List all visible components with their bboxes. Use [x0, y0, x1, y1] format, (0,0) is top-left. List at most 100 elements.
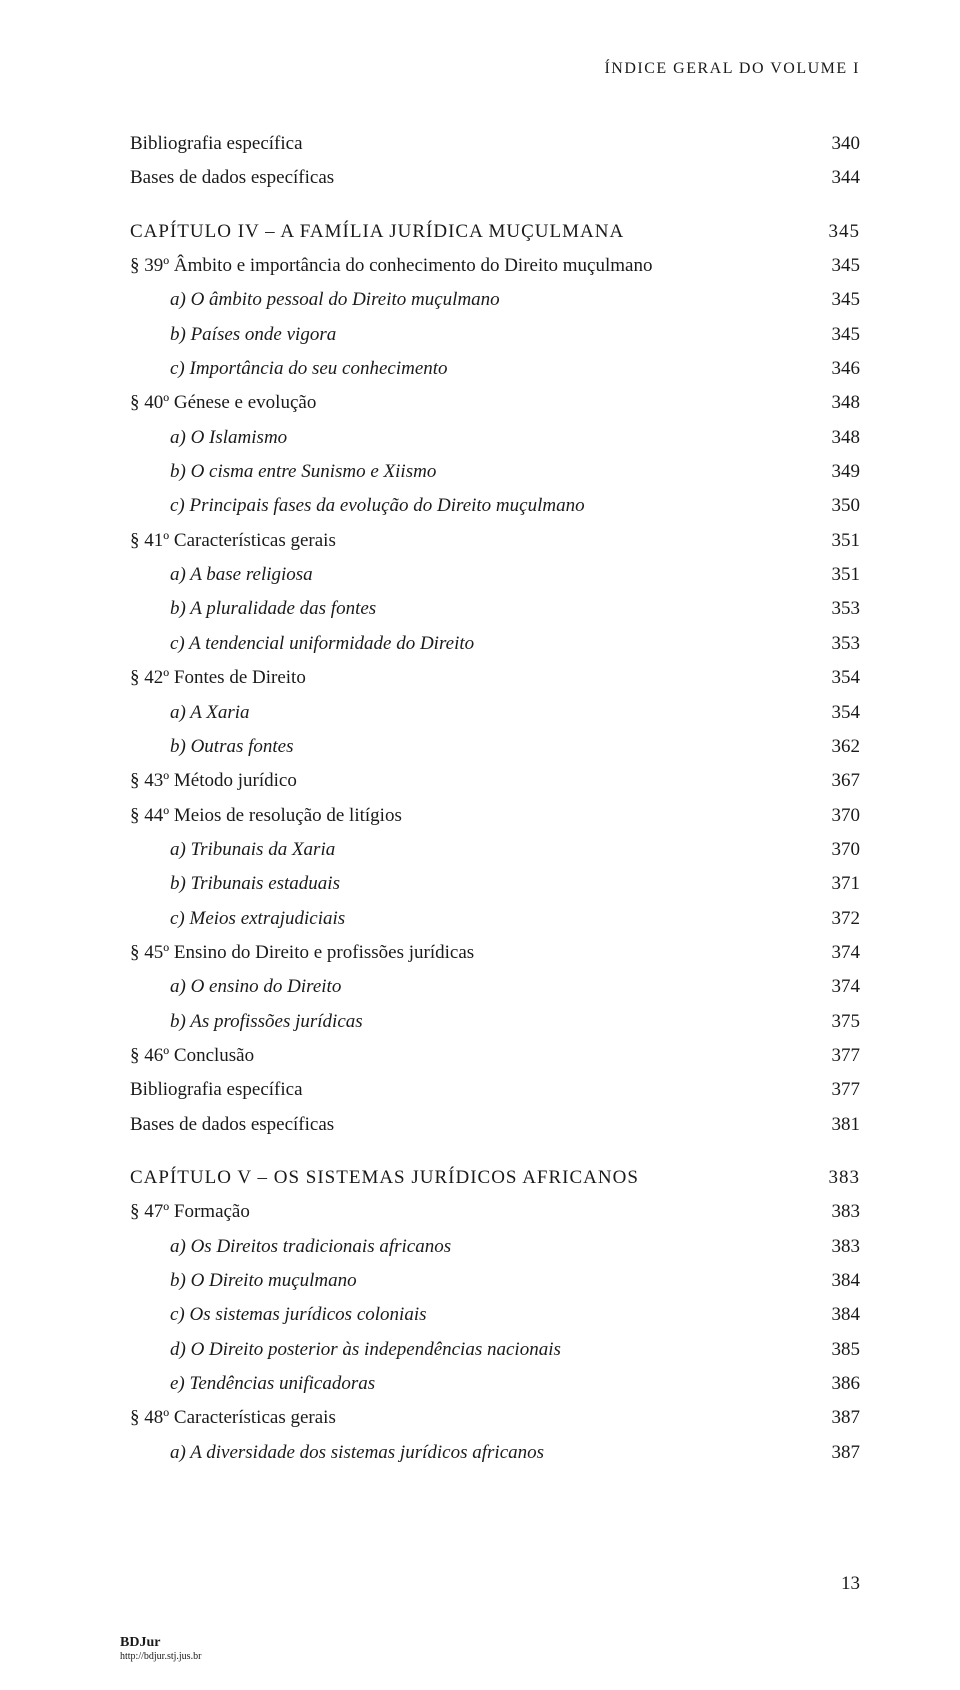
toc-page: 345: [805, 250, 860, 281]
toc-entry: § 47º Formação383: [130, 1196, 860, 1227]
toc-label: c) A tendencial uniformidade do Direito: [170, 628, 805, 659]
toc-entry: d) O Direito posterior às independências…: [130, 1334, 860, 1365]
toc-entry: Bibliografia específica377: [130, 1074, 860, 1105]
toc-page: 371: [805, 868, 860, 899]
toc-page: 370: [805, 834, 860, 865]
toc-label: § 46º Conclusão: [130, 1040, 805, 1071]
toc-page: 351: [805, 559, 860, 590]
toc-page: 387: [805, 1402, 860, 1433]
toc-label: a) O Islamismo: [170, 422, 805, 453]
toc-entry: § 40º Génese e evolução348: [130, 387, 860, 418]
toc-page: 354: [805, 662, 860, 693]
toc-label: § 42º Fontes de Direito: [130, 662, 805, 693]
toc-entry: § 39º Âmbito e importância do conhecimen…: [130, 250, 860, 281]
toc-entry: § 42º Fontes de Direito354: [130, 662, 860, 693]
toc-page: 386: [805, 1368, 860, 1399]
toc-page: 377: [805, 1074, 860, 1105]
toc-label: a) A diversidade dos sistemas jurídicos …: [170, 1437, 805, 1468]
toc-entry: a) O âmbito pessoal do Direito muçulmano…: [130, 284, 860, 315]
toc-label: a) O âmbito pessoal do Direito muçulmano: [170, 284, 805, 315]
toc-label: b) O cisma entre Sunismo e Xiismo: [170, 456, 805, 487]
toc-entry: a) A base religiosa351: [130, 559, 860, 590]
toc-page: 350: [805, 490, 860, 521]
toc-entry: a) A Xaria354: [130, 697, 860, 728]
toc-label: a) O ensino do Direito: [170, 971, 805, 1002]
toc-entry: § 48º Características gerais387: [130, 1402, 860, 1433]
toc-page: 344: [805, 162, 860, 193]
toc-page: 383: [805, 1231, 860, 1262]
table-of-contents: Bibliografia específica340Bases de dados…: [130, 128, 860, 1468]
toc-page: 353: [805, 593, 860, 624]
toc-entry: § 46º Conclusão377: [130, 1040, 860, 1071]
toc-label: e) Tendências unificadoras: [170, 1368, 805, 1399]
toc-label: CAPÍTULO IV – A FAMÍLIA JURÍDICA MUÇULMA…: [130, 216, 805, 247]
toc-page: 381: [805, 1109, 860, 1140]
toc-entry: e) Tendências unificadoras386: [130, 1368, 860, 1399]
toc-label: Bibliografia específica: [130, 1074, 805, 1105]
toc-page: 375: [805, 1006, 860, 1037]
toc-page: 370: [805, 800, 860, 831]
toc-label: c) Os sistemas jurídicos coloniais: [170, 1299, 805, 1330]
toc-entry: b) Tribunais estaduais371: [130, 868, 860, 899]
toc-page: 383: [805, 1196, 860, 1227]
toc-label: b) O Direito muçulmano: [170, 1265, 805, 1296]
toc-label: b) Outras fontes: [170, 731, 805, 762]
toc-entry: CAPÍTULO IV – A FAMÍLIA JURÍDICA MUÇULMA…: [130, 216, 860, 247]
toc-label: § 41º Características gerais: [130, 525, 805, 556]
toc-entry: b) O cisma entre Sunismo e Xiismo349: [130, 456, 860, 487]
toc-entry: b) O Direito muçulmano384: [130, 1265, 860, 1296]
toc-entry: Bibliografia específica340: [130, 128, 860, 159]
toc-label: b) As profissões jurídicas: [170, 1006, 805, 1037]
toc-label: b) A pluralidade das fontes: [170, 593, 805, 624]
toc-page: 348: [805, 387, 860, 418]
toc-label: b) Países onde vigora: [170, 319, 805, 350]
toc-entry: b) A pluralidade das fontes353: [130, 593, 860, 624]
toc-entry: § 45º Ensino do Direito e profissões jur…: [130, 937, 860, 968]
toc-entry: c) Meios extrajudiciais372: [130, 903, 860, 934]
toc-page: 354: [805, 697, 860, 728]
toc-page: 374: [805, 937, 860, 968]
toc-label: a) A Xaria: [170, 697, 805, 728]
toc-entry: a) Tribunais da Xaria370: [130, 834, 860, 865]
toc-page: 362: [805, 731, 860, 762]
toc-label: a) Tribunais da Xaria: [170, 834, 805, 865]
toc-label: § 39º Âmbito e importância do conhecimen…: [130, 250, 805, 281]
toc-page: 345: [805, 284, 860, 315]
toc-page: 346: [805, 353, 860, 384]
toc-entry: a) O ensino do Direito374: [130, 971, 860, 1002]
toc-label: § 47º Formação: [130, 1196, 805, 1227]
footer-logo: BDJur http://bdjur.stj.jus.br: [120, 1635, 201, 1662]
toc-page: 345: [805, 319, 860, 350]
toc-label: § 48º Características gerais: [130, 1402, 805, 1433]
toc-label: Bibliografia específica: [130, 128, 805, 159]
toc-entry: b) Outras fontes362: [130, 731, 860, 762]
toc-entry: b) As profissões jurídicas375: [130, 1006, 860, 1037]
toc-entry: § 44º Meios de resolução de litígios370: [130, 800, 860, 831]
toc-entry: a) A diversidade dos sistemas jurídicos …: [130, 1437, 860, 1468]
toc-entry: a) Os Direitos tradicionais africanos383: [130, 1231, 860, 1262]
toc-page: 372: [805, 903, 860, 934]
toc-entry: § 41º Características gerais351: [130, 525, 860, 556]
toc-label: c) Principais fases da evolução do Direi…: [170, 490, 805, 521]
toc-entry: c) Principais fases da evolução do Direi…: [130, 490, 860, 521]
toc-page: 377: [805, 1040, 860, 1071]
toc-label: d) O Direito posterior às independências…: [170, 1334, 805, 1365]
toc-label: § 45º Ensino do Direito e profissões jur…: [130, 937, 805, 968]
toc-page: 345: [805, 216, 860, 247]
toc-label: c) Importância do seu conhecimento: [170, 353, 805, 384]
toc-entry: § 43º Método jurídico367: [130, 765, 860, 796]
toc-page: 367: [805, 765, 860, 796]
toc-entry: b) Países onde vigora345: [130, 319, 860, 350]
toc-page: 353: [805, 628, 860, 659]
toc-entry: Bases de dados específicas381: [130, 1109, 860, 1140]
toc-label: § 44º Meios de resolução de litígios: [130, 800, 805, 831]
toc-page: 348: [805, 422, 860, 453]
toc-page: 384: [805, 1299, 860, 1330]
toc-page: 340: [805, 128, 860, 159]
toc-page: 374: [805, 971, 860, 1002]
footer-url: http://bdjur.stj.jus.br: [120, 1651, 201, 1662]
toc-label: a) A base religiosa: [170, 559, 805, 590]
page-header: ÍNDICE GERAL DO VOLUME I: [130, 60, 860, 78]
toc-entry: c) A tendencial uniformidade do Direito3…: [130, 628, 860, 659]
toc-label: Bases de dados específicas: [130, 162, 805, 193]
